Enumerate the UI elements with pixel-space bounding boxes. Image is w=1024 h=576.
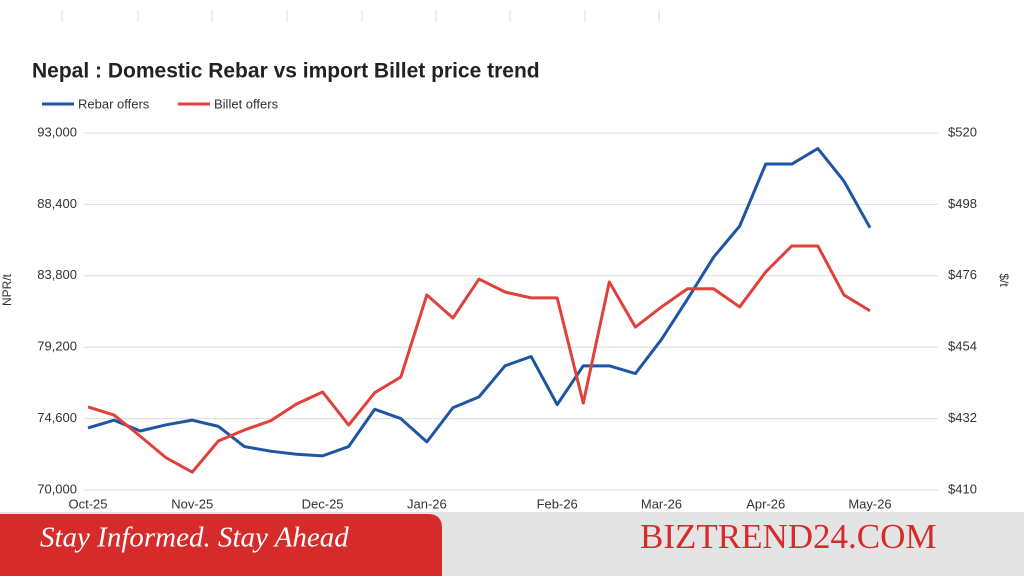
y2-tick-label: $410 bbox=[948, 481, 977, 496]
plot: 70,000 74,600 79,200 83,800 88,400 93,000 $410… bbox=[37, 96, 977, 511]
top-ticks bbox=[61, 10, 660, 22]
banner-slogan: Stay Informed. Stay Ahead bbox=[40, 522, 349, 554]
y-tick-label: 83,800 bbox=[37, 267, 77, 282]
y2-tick-label: $454 bbox=[948, 339, 977, 354]
x-tick-label: Mar-26 bbox=[641, 496, 682, 511]
y2-tick-label: $520 bbox=[948, 124, 977, 139]
x-tick-label: Apr-26 bbox=[746, 496, 785, 511]
chart-title: Nepal : Domestic Rebar vs import Billet … bbox=[32, 60, 540, 83]
y-tick-label: 74,600 bbox=[37, 410, 77, 425]
y2-tick-label: $476 bbox=[948, 267, 977, 282]
x-tick-label: Oct-25 bbox=[68, 496, 107, 511]
y-tick-label: 79,200 bbox=[37, 339, 77, 354]
y-tick-label: 93,000 bbox=[37, 124, 77, 139]
y-axis-label: NPR/t bbox=[0, 273, 14, 306]
series-line bbox=[87, 147, 872, 458]
banner-slogan-box bbox=[0, 514, 442, 576]
y-tick-label: 70,000 bbox=[37, 481, 77, 496]
y2-tick-label: $498 bbox=[948, 196, 977, 211]
y2-tick-label: $432 bbox=[948, 410, 977, 425]
legend-label: Rebar offers bbox=[78, 96, 150, 111]
x-tick-label: Dec-25 bbox=[302, 496, 344, 511]
y2-axis-label: $/t bbox=[997, 273, 1011, 287]
legend-label: Billet offers bbox=[214, 96, 279, 111]
x-tick-label: Nov-25 bbox=[171, 496, 213, 511]
banner-brand: BIZTREND24.COM bbox=[640, 517, 937, 556]
x-tick-label: Feb-26 bbox=[537, 496, 578, 511]
series-line bbox=[87, 244, 871, 474]
x-tick-label: Jan-26 bbox=[407, 496, 447, 511]
y-tick-label: 88,400 bbox=[37, 196, 77, 211]
x-tick-label: May-26 bbox=[848, 496, 891, 511]
